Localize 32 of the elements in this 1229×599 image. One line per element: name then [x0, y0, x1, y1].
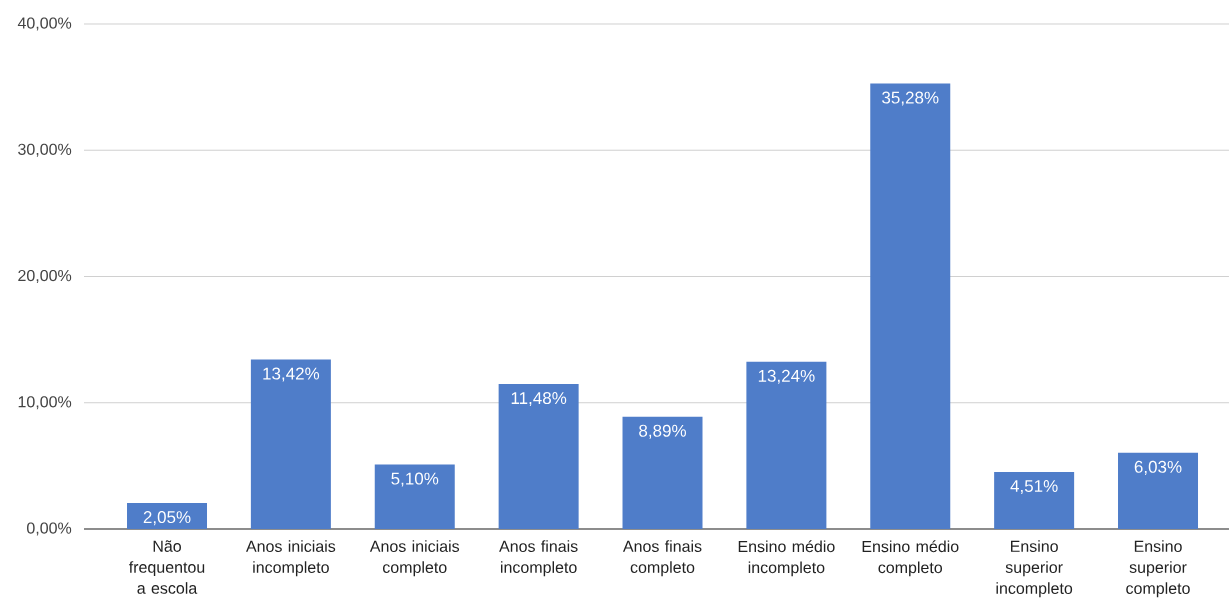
- data-label: 4,51%: [1010, 480, 1058, 495]
- bar: [127, 503, 207, 529]
- x-tick-label: Ensino superior completo: [1126, 540, 1190, 598]
- y-tick-label: 10,00%: [18, 396, 72, 410]
- bar: [870, 83, 951, 529]
- bar: [1118, 452, 1199, 529]
- x-tick-label: Ensino médio incompleto: [738, 540, 835, 577]
- bar: [622, 416, 703, 529]
- y-tick-label: 40,00%: [17, 17, 72, 31]
- bar: [994, 472, 1075, 529]
- bar: [374, 464, 455, 529]
- bar: [746, 361, 827, 529]
- y-tick-label: 0,00%: [27, 522, 72, 536]
- data-label: 6,03%: [1134, 460, 1182, 475]
- data-label: 5,10%: [391, 472, 439, 487]
- x-tick-label: Ensino médio completo: [862, 540, 959, 577]
- data-label: 11,48%: [511, 392, 567, 407]
- x-tick-label: Anos iniciais completo: [369, 540, 460, 577]
- x-tick-label: Não frequentou a escola: [128, 540, 205, 594]
- data-label: 35,28%: [882, 91, 939, 106]
- x-tick-label: Ensino superior incompleto: [996, 540, 1073, 598]
- x-tick-label: Anos finais incompleto: [499, 540, 578, 577]
- data-label: 13,42%: [263, 367, 320, 382]
- x-tick-label: Anos finais completo: [622, 540, 702, 577]
- x-tick-label: Anos iniciais incompleto: [246, 540, 336, 577]
- data-label: 2,05%: [143, 511, 191, 526]
- bar: [250, 359, 331, 529]
- bar: [498, 384, 579, 529]
- y-tick-label: 30,00%: [18, 143, 72, 157]
- data-label: 8,89%: [639, 424, 686, 439]
- y-tick-label: 20,00%: [18, 269, 72, 284]
- data-label: 13,24%: [758, 369, 815, 384]
